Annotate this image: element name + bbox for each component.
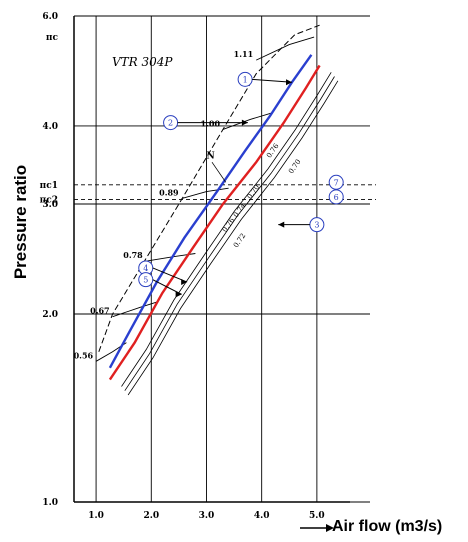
efficiency-label: 0.70 [287, 158, 302, 175]
callout-arrow-icon [175, 291, 182, 298]
y-tick-label: 3.0 [42, 200, 58, 210]
annotation-n-leader [211, 161, 227, 183]
lines-layer [95, 24, 339, 396]
efficiency-contour [127, 80, 339, 396]
speed-line-label: 1.11 [234, 49, 253, 59]
y-tick-label: 1.0 [42, 498, 58, 508]
y-axis-label: Pressure ratio [11, 165, 30, 279]
callout-number: 4 [143, 264, 148, 273]
efficiency-label: 0.72 [232, 232, 247, 249]
speed-line-label: 0.89 [159, 188, 179, 198]
chart-title: VTR 304P [112, 55, 173, 69]
y-tick-label: 2.0 [42, 310, 58, 320]
callout-circle [328, 189, 344, 205]
speed-line-label: 0.78 [123, 250, 143, 260]
callout-circle [328, 174, 344, 190]
x-tick-label: 4.0 [254, 511, 270, 521]
x-arrow-head-icon [326, 524, 334, 532]
series-line [108, 64, 321, 381]
x-tick-label: 5.0 [309, 511, 325, 521]
y-extra-label: πc2 [40, 196, 58, 206]
y-extra-label: πc [46, 33, 59, 43]
callout-number: 3 [314, 221, 319, 230]
x-tick-label: 2.0 [143, 511, 159, 521]
series-line [108, 54, 313, 369]
y-extra-label: πc1 [40, 181, 58, 191]
grid-layer [74, 15, 376, 503]
speed-line [112, 301, 157, 318]
labels-layer: 1.0 2.0 3.0 4.0 5.0 1.0 2.0 3.0 4.0 6.0 πc1 πc2 πc 0.… [40, 12, 344, 521]
speed-line [181, 187, 229, 200]
annotation-n: N [206, 151, 214, 161]
axis-layer [73, 16, 350, 532]
y-tick-label: 6.0 [42, 12, 58, 22]
x-tick-label: 3.0 [199, 511, 215, 521]
callout-arrow-icon [181, 279, 188, 286]
callout-arrow-icon [286, 79, 293, 86]
speed-line-label: 0.67 [90, 306, 109, 316]
callout-arrow-icon [278, 221, 285, 228]
callout-number: 7 [334, 178, 339, 187]
callout-number: 6 [334, 193, 339, 202]
surge-line [98, 24, 320, 352]
callout-number: 1 [243, 75, 248, 84]
speed-line-label: 1.00 [201, 118, 221, 128]
speed-line-label: 0.56 [74, 350, 94, 360]
callout-leader [152, 279, 182, 295]
callout-arrow-icon [241, 119, 248, 126]
efficiency-label: 0.70 [246, 183, 261, 200]
efficiency-label: 0.76 [221, 216, 237, 234]
efficiency-contour [124, 76, 335, 391]
callout-leader [252, 78, 293, 83]
efficiency-contour [121, 72, 332, 387]
speed-line [222, 112, 273, 130]
callout-number: 5 [143, 276, 148, 285]
y-tick-label: 4.0 [42, 122, 58, 132]
x-axis-label: Air flow (m3/s) [332, 518, 442, 535]
speed-line [256, 36, 315, 61]
x-tick-label: 1.0 [88, 511, 104, 521]
callout-number: 2 [168, 119, 173, 128]
